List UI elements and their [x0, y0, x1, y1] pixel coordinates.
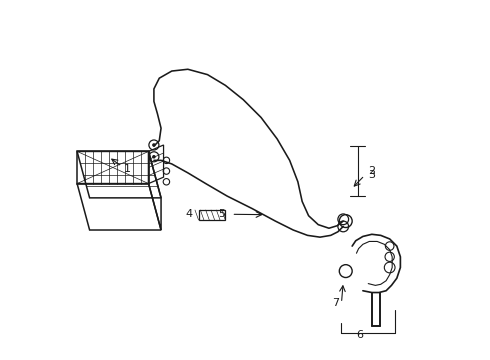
- Text: 1: 1: [124, 164, 131, 174]
- Text: 2: 2: [368, 166, 375, 176]
- Bar: [198, 210, 225, 220]
- Circle shape: [153, 144, 155, 146]
- Text: 6: 6: [356, 330, 363, 341]
- Text: 4: 4: [185, 209, 192, 219]
- Circle shape: [153, 156, 155, 158]
- Text: 3: 3: [368, 170, 375, 180]
- Text: 7: 7: [333, 298, 340, 308]
- Text: 5: 5: [219, 209, 225, 219]
